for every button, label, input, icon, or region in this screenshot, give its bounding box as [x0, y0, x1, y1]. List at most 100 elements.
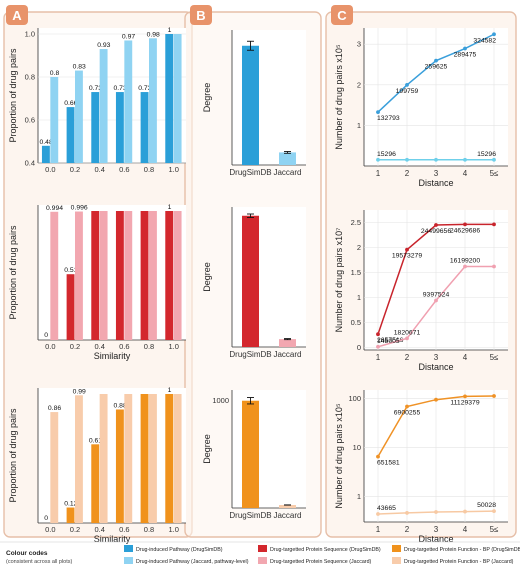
B1-x-tick-label: DrugSimDB [229, 168, 271, 177]
A2-bar-value-label: 1 [168, 204, 172, 211]
C3-data-point [492, 509, 496, 514]
chart-c3-protein-function-distance: 1 10 100 1 2 3 4 5≤ 651581 6900255 11129379 43665 50… [334, 390, 508, 544]
C3-point-value-label: 651581 [377, 460, 400, 467]
chart-b2-protein-sequence-degree: DrugSimDB Jaccard Degree [202, 207, 306, 359]
C3-data-point [405, 511, 409, 515]
A1-y-tick-label: 0.8 [25, 73, 35, 82]
A2-plot-area [38, 205, 186, 340]
legend-swatch [124, 557, 133, 564]
A3-bar [124, 394, 133, 523]
B2-x-tick-label: Jaccard [273, 350, 301, 359]
C2-point-value-label: 24629686 [450, 227, 480, 234]
A1-bar-value-label: 0.83 [73, 64, 86, 71]
A3-y-label: Proportion of drug pairs [8, 408, 18, 503]
B2-y-label: Degree [202, 262, 212, 292]
panel-b-tab [190, 5, 212, 25]
A3-x-tick-label: 0.0 [45, 525, 55, 534]
C1-x-tick-label: 1 [376, 169, 381, 178]
B2-x-tick-label: DrugSimDB [229, 350, 271, 359]
A3-x-tick-label: 0.6 [119, 525, 129, 534]
C3-y-tick-label: 1 [357, 492, 361, 501]
A2-bar [99, 211, 108, 340]
A2-bar-value-label: 0.996 [71, 205, 88, 212]
A1-bar [165, 34, 174, 163]
C2-point-value-label: 19573279 [392, 253, 422, 260]
C2-y-tick-label: 2.5 [351, 218, 361, 227]
A1-y-label: Proportion of drug pairs [8, 48, 18, 143]
C2-x-tick-label: 4 [463, 353, 468, 362]
legend-swatch [124, 545, 133, 552]
C1-data-point [463, 46, 467, 51]
C1-y-tick-label: 1 [357, 121, 361, 130]
A2-bar-value-label: 0 [44, 332, 48, 339]
A2-bar [165, 211, 174, 340]
legend-swatch [258, 557, 267, 564]
C1-x-tick-label: 2 [405, 169, 410, 178]
C3-data-point [463, 394, 467, 399]
C3-point-value-label: 11129379 [450, 399, 479, 406]
legend-item-label: Drug-induced Pathway (Jaccard, pathway-l… [136, 559, 249, 565]
A2-x-tick-label: 0.2 [70, 342, 80, 351]
C1-data-point [434, 157, 438, 162]
A2-x-tick-label: 0.6 [119, 342, 129, 351]
A2-bar [50, 211, 59, 340]
C1-data-point [492, 32, 496, 37]
C3-data-point [463, 509, 467, 514]
A3-bar-value-label: 1 [168, 387, 172, 394]
C2-x-label: Distance [418, 362, 453, 372]
A3-bar-value-label: 0.61 [89, 437, 102, 444]
C1-point-value-label: 289475 [454, 52, 477, 59]
B3-y-tick-label: 1000 [212, 396, 229, 405]
C3-data-point [376, 512, 380, 516]
C2-data-point [376, 344, 380, 349]
C1-point-value-label: 15296 [377, 151, 396, 158]
A2-bar [115, 211, 124, 340]
C2-y-label: Number of drug pairs x10⁷ [334, 228, 344, 333]
legend-item-label: Drug-targetted Protein Function - BP (Ja… [404, 559, 514, 565]
A3-bar [149, 394, 157, 523]
A1-bar-value-label: 1 [168, 27, 172, 34]
chart-a3-protein-function-similarity: 0 0.86 0.0 0.12 0.99 0.2 0.61 0.4 0.88 0.6 0.8 1 1.0… [8, 387, 186, 544]
A2-bar [75, 211, 83, 340]
A3-x-label: Similarity [94, 534, 131, 544]
C3-y-tick-label: 100 [348, 394, 361, 403]
A2-bar [149, 211, 157, 340]
A1-x-tick-label: 0.2 [70, 165, 80, 174]
A2-x-tick-label: 1.0 [168, 342, 178, 351]
A1-bar-value-label: 0.8 [50, 70, 60, 77]
legend-item-label: Drug-induced Pathway (DrugSimDB) [136, 547, 223, 553]
C1-x-label: Distance [418, 178, 453, 188]
C2-point-value-label: 16199200 [450, 258, 480, 265]
A1-y-tick-label: 0.6 [25, 116, 35, 125]
C2-x-tick-label: 5≤ [490, 353, 499, 362]
C1-point-value-label: 259625 [425, 64, 448, 71]
B1-bar [279, 152, 296, 165]
C1-data-point [492, 157, 496, 162]
C3-x-tick-label: 3 [434, 525, 439, 534]
C3-x-tick-label: 2 [405, 525, 410, 534]
panel-a-letter: A [12, 8, 22, 23]
C2-data-point [376, 332, 380, 337]
chart-a2-protein-sequence-similarity: 0 0.994 0.0 0.51 0.996 0.2 0.4 0.6 0.8 1 1.0 Simila… [8, 204, 186, 361]
legend-item-label: Drug-targetted Protein Sequence (Jaccard… [270, 559, 372, 565]
C2-point-value-label: 9397524 [423, 292, 450, 299]
A1-bar-value-label: 0.73 [114, 85, 127, 92]
C3-data-point [405, 404, 409, 409]
A1-bar-value-label: 0.73 [89, 85, 102, 92]
A1-bar [50, 77, 59, 163]
C1-data-point [463, 157, 467, 162]
A3-bar [99, 394, 108, 523]
A3-bar [165, 394, 174, 523]
legend-subtitle: (consistent across all plots) [6, 559, 72, 565]
A1-bar [99, 49, 108, 163]
C3-x-label: Distance [418, 534, 453, 544]
legend-swatch [258, 545, 267, 552]
C3-point-value-label: 43665 [377, 505, 396, 512]
C1-y-label: Number of drug pairs x10⁵ [334, 44, 344, 150]
C1-point-value-label: 324582 [473, 37, 496, 44]
C1-data-point [434, 58, 438, 63]
C3-x-tick-label: 4 [463, 525, 468, 534]
B3-bar [242, 400, 259, 508]
C1-point-value-label: 199759 [396, 88, 419, 95]
C1-y-tick-label: 3 [357, 40, 361, 49]
